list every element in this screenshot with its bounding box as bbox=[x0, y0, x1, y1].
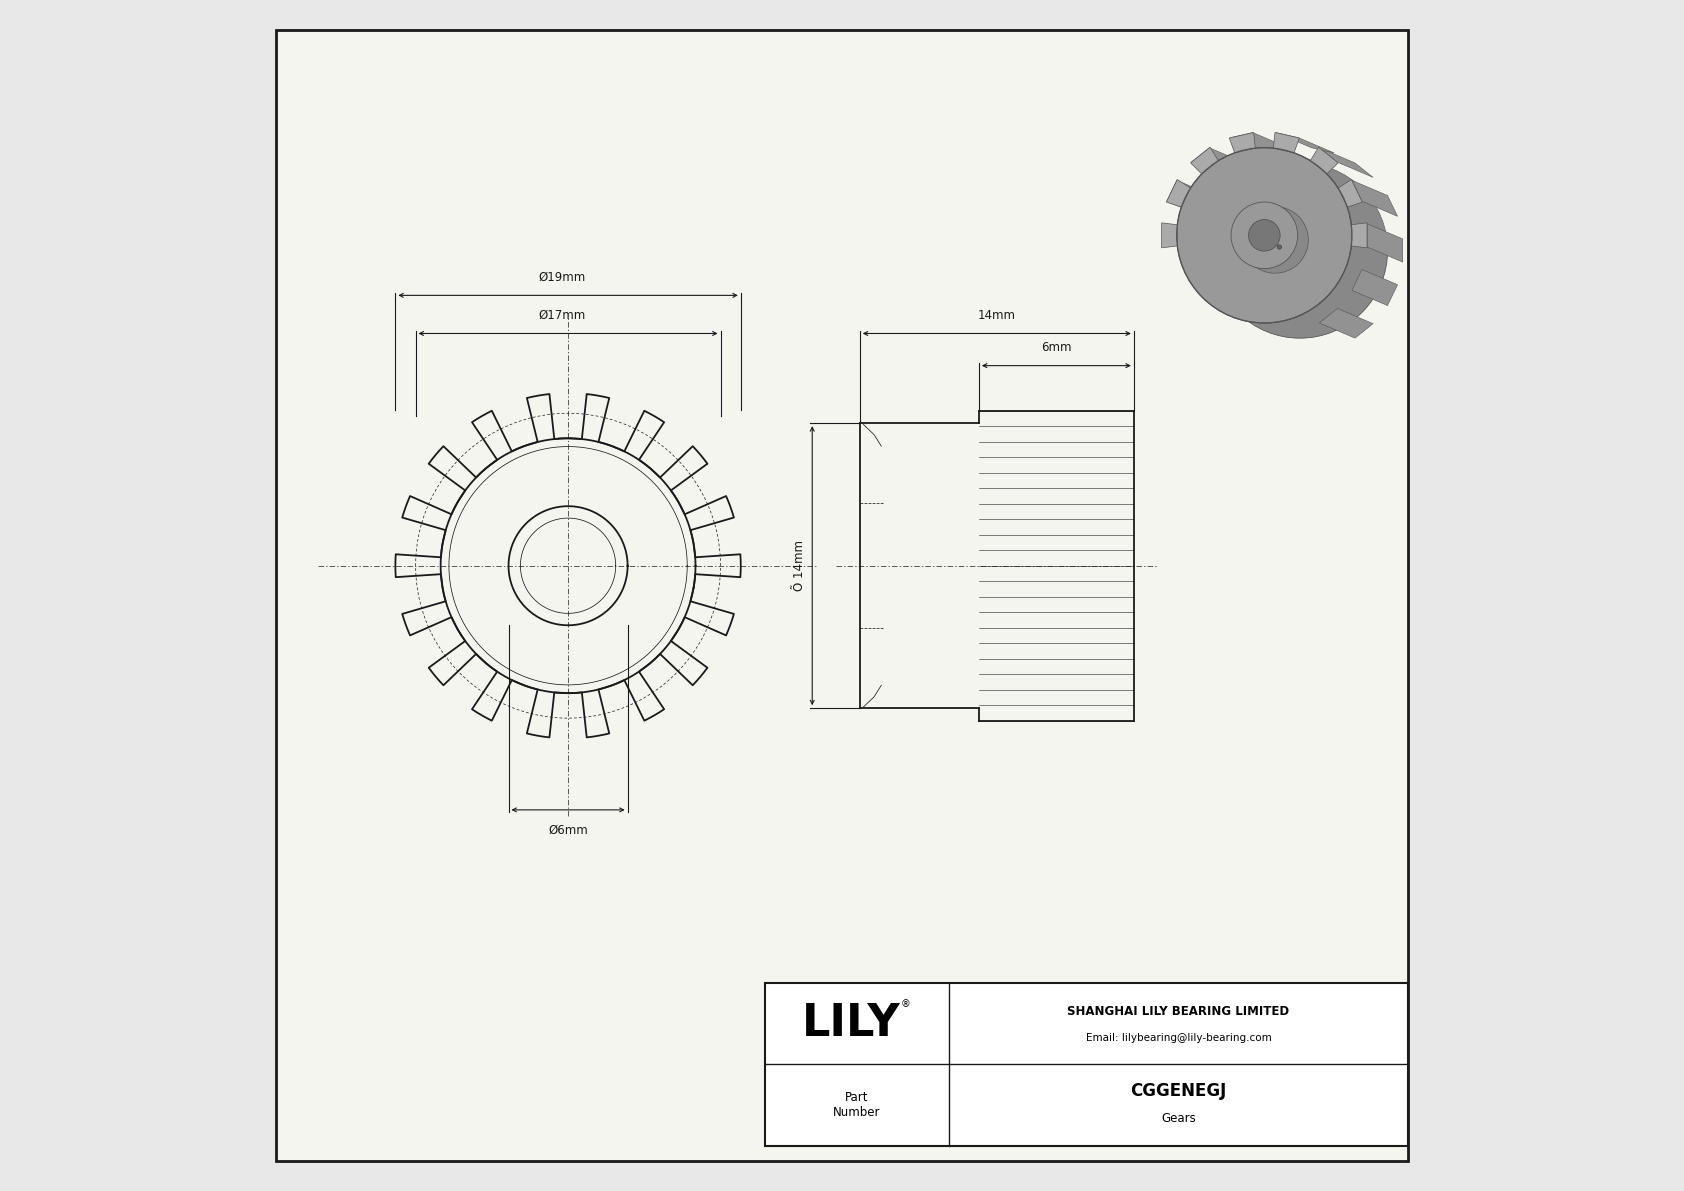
Polygon shape bbox=[1315, 163, 1354, 181]
Polygon shape bbox=[1197, 176, 1236, 194]
Polygon shape bbox=[1352, 231, 1388, 250]
Polygon shape bbox=[1266, 148, 1307, 163]
Polygon shape bbox=[1258, 148, 1298, 163]
Text: Õ 14mm: Õ 14mm bbox=[793, 541, 807, 591]
Polygon shape bbox=[1207, 167, 1246, 185]
Polygon shape bbox=[1231, 132, 1288, 152]
Polygon shape bbox=[1322, 169, 1361, 188]
Polygon shape bbox=[1339, 180, 1362, 207]
Polygon shape bbox=[1329, 176, 1367, 194]
Polygon shape bbox=[1293, 152, 1334, 170]
Bar bbox=[765, 983, 1408, 1146]
Polygon shape bbox=[1319, 308, 1372, 338]
Polygon shape bbox=[1162, 223, 1177, 248]
Text: Gears: Gears bbox=[1160, 1111, 1196, 1124]
Text: CGGENEGJ: CGGENEGJ bbox=[1130, 1081, 1226, 1099]
Polygon shape bbox=[1351, 223, 1367, 248]
Polygon shape bbox=[1218, 158, 1258, 176]
Ellipse shape bbox=[1212, 163, 1388, 338]
Polygon shape bbox=[1325, 173, 1364, 191]
Polygon shape bbox=[1342, 195, 1379, 214]
Polygon shape bbox=[1298, 155, 1339, 172]
Polygon shape bbox=[1239, 150, 1280, 167]
Polygon shape bbox=[1351, 217, 1386, 237]
Polygon shape bbox=[1179, 212, 1216, 232]
Ellipse shape bbox=[1241, 206, 1308, 273]
Polygon shape bbox=[1276, 132, 1334, 152]
Polygon shape bbox=[1231, 152, 1270, 170]
Polygon shape bbox=[1290, 151, 1330, 168]
Text: Email: lilybearing@lily-bearing.com: Email: lilybearing@lily-bearing.com bbox=[1086, 1033, 1271, 1042]
Text: Ø6mm: Ø6mm bbox=[549, 824, 588, 837]
Polygon shape bbox=[1346, 204, 1383, 223]
Polygon shape bbox=[1271, 148, 1312, 163]
Polygon shape bbox=[1187, 191, 1224, 210]
Polygon shape bbox=[1276, 149, 1317, 164]
Polygon shape bbox=[1167, 180, 1191, 207]
Polygon shape bbox=[1349, 212, 1386, 232]
Polygon shape bbox=[1352, 180, 1398, 217]
Text: 6mm: 6mm bbox=[1041, 341, 1071, 354]
Ellipse shape bbox=[1276, 245, 1282, 249]
Polygon shape bbox=[1211, 163, 1250, 181]
Text: 14mm: 14mm bbox=[978, 308, 1015, 322]
Polygon shape bbox=[1285, 150, 1325, 167]
Polygon shape bbox=[1229, 132, 1255, 152]
Polygon shape bbox=[1180, 207, 1218, 227]
Polygon shape bbox=[1226, 155, 1266, 172]
Polygon shape bbox=[1182, 199, 1221, 219]
Polygon shape bbox=[1177, 222, 1214, 242]
Polygon shape bbox=[1234, 151, 1275, 168]
Ellipse shape bbox=[1177, 148, 1352, 323]
Ellipse shape bbox=[1248, 219, 1280, 251]
Polygon shape bbox=[1214, 161, 1253, 179]
Text: ®: ® bbox=[901, 999, 911, 1009]
Polygon shape bbox=[1337, 187, 1376, 206]
Polygon shape bbox=[1335, 183, 1372, 202]
Polygon shape bbox=[1189, 187, 1228, 206]
Polygon shape bbox=[1280, 149, 1320, 166]
Polygon shape bbox=[1332, 180, 1371, 198]
Polygon shape bbox=[1307, 158, 1347, 176]
Polygon shape bbox=[1273, 132, 1300, 152]
Polygon shape bbox=[1319, 167, 1357, 185]
Text: Ø17mm: Ø17mm bbox=[539, 308, 586, 322]
Polygon shape bbox=[1352, 269, 1398, 306]
Polygon shape bbox=[1310, 148, 1339, 174]
FancyBboxPatch shape bbox=[276, 30, 1408, 1161]
Text: SHANGHAI LILY BEARING LIMITED: SHANGHAI LILY BEARING LIMITED bbox=[1068, 1005, 1290, 1018]
Polygon shape bbox=[1352, 226, 1388, 245]
Text: LILY: LILY bbox=[802, 1002, 901, 1045]
Polygon shape bbox=[1177, 231, 1212, 250]
Polygon shape bbox=[1191, 148, 1244, 177]
Polygon shape bbox=[1177, 226, 1212, 245]
Polygon shape bbox=[1248, 149, 1288, 164]
Polygon shape bbox=[1253, 148, 1293, 163]
Polygon shape bbox=[1223, 156, 1261, 174]
Polygon shape bbox=[1303, 156, 1342, 174]
Polygon shape bbox=[1319, 148, 1372, 177]
Polygon shape bbox=[1344, 199, 1381, 219]
Polygon shape bbox=[1261, 148, 1302, 163]
Polygon shape bbox=[1243, 149, 1283, 166]
Polygon shape bbox=[1167, 180, 1212, 217]
Polygon shape bbox=[1184, 195, 1223, 214]
Polygon shape bbox=[1340, 191, 1378, 210]
Polygon shape bbox=[1191, 183, 1229, 202]
Ellipse shape bbox=[1231, 202, 1298, 269]
Polygon shape bbox=[1202, 169, 1243, 188]
Polygon shape bbox=[1191, 148, 1218, 174]
Text: Ø19mm: Ø19mm bbox=[539, 270, 586, 283]
Polygon shape bbox=[1201, 173, 1239, 191]
Polygon shape bbox=[1180, 204, 1218, 223]
Polygon shape bbox=[1177, 217, 1214, 237]
Polygon shape bbox=[1367, 224, 1403, 262]
Polygon shape bbox=[1351, 222, 1388, 242]
Polygon shape bbox=[1194, 180, 1233, 198]
Polygon shape bbox=[1310, 161, 1351, 179]
Text: Part
Number: Part Number bbox=[834, 1091, 881, 1120]
Polygon shape bbox=[1347, 207, 1384, 227]
